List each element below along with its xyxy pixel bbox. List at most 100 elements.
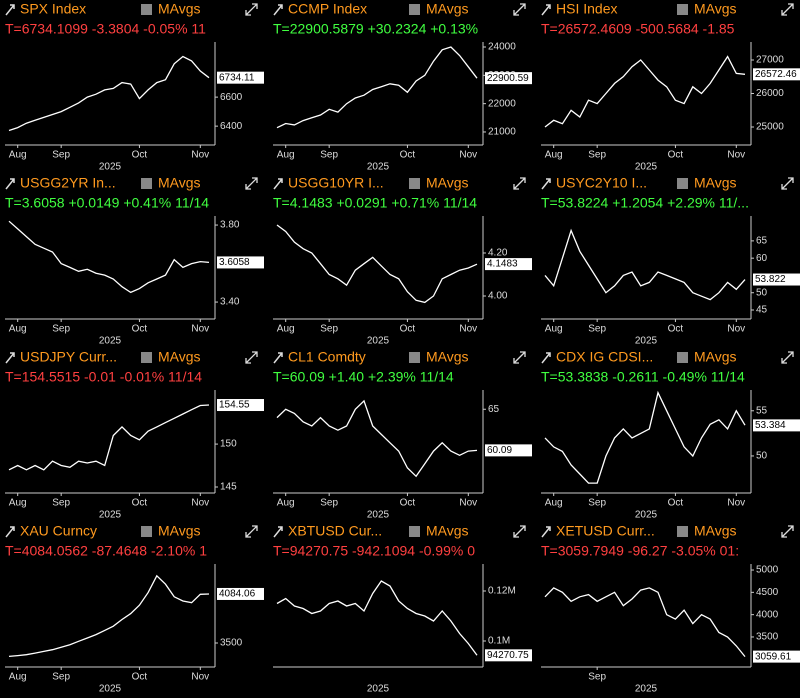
y-tick-label: 27000	[756, 55, 784, 66]
mavgs-checkbox[interactable]	[677, 352, 688, 363]
x-tick-label: Aug	[9, 324, 27, 335]
mavgs-checkbox[interactable]	[409, 4, 420, 15]
x-tick-label: Sep	[588, 498, 606, 509]
last-value: 3.6058	[219, 257, 250, 268]
expand-icon[interactable]	[781, 3, 794, 16]
expand-icon[interactable]	[513, 3, 526, 16]
expand-icon[interactable]	[513, 177, 526, 190]
y-tick-label: 22000	[488, 98, 516, 109]
mavgs-checkbox[interactable]	[677, 4, 688, 15]
expand-icon[interactable]	[245, 177, 258, 190]
y-tick-label: 60	[756, 253, 768, 264]
chart-icon	[5, 352, 15, 364]
x-tick-label: Nov	[191, 150, 209, 161]
expand-icon[interactable]	[245, 351, 258, 364]
mavgs-checkbox[interactable]	[409, 526, 420, 537]
price-line	[276, 224, 478, 304]
price-line	[544, 55, 746, 128]
price-line	[544, 587, 746, 658]
chart-panel: CL1 Comdty MAvgs T=60.09 +1.40 +2.39% 11/1…	[273, 349, 532, 521]
y-tick-label: 150	[220, 439, 237, 450]
last-value-box	[753, 273, 800, 286]
chart-title: USYC2Y10 I...	[556, 175, 647, 191]
year-label: 2025	[99, 162, 122, 173]
expand-icon[interactable]	[781, 351, 794, 364]
last-value-box	[753, 650, 800, 663]
mavgs-label: MAvgs	[158, 1, 201, 17]
chart-panel: XETUSD Curr... MAvgs T=3059.7949 -96.27 -3…	[541, 523, 800, 695]
price-line	[276, 46, 478, 129]
mavgs-checkbox[interactable]	[141, 352, 152, 363]
mavgs-checkbox[interactable]	[409, 178, 420, 189]
expand-icon[interactable]	[781, 525, 794, 538]
x-tick-label: Nov	[191, 498, 209, 509]
x-tick-label: Aug	[277, 150, 295, 161]
quote-line: T=22900.5879 +30.2324 +0.13%	[273, 21, 478, 37]
price-line	[276, 399, 478, 478]
expand-icon[interactable]	[513, 525, 526, 538]
quote-line: T=4.1483 +0.0291 +0.71% 11/14	[273, 195, 477, 211]
y-tick-label: 4.00	[488, 291, 508, 302]
x-tick-label: Sep	[320, 150, 338, 161]
chart-icon	[541, 4, 551, 16]
expand-icon[interactable]	[781, 177, 794, 190]
x-tick-label: Nov	[727, 150, 745, 161]
chart-panel: XBTUSD Cur... MAvgs T=94270.75 -942.1094 -…	[273, 523, 532, 695]
chart-icon	[541, 178, 551, 190]
x-tick-label: Nov	[459, 324, 477, 335]
price-line	[8, 574, 210, 658]
x-tick-label: Nov	[191, 672, 209, 683]
x-tick-label: Sep	[588, 324, 606, 335]
year-label: 2025	[635, 684, 658, 695]
chart-icon	[541, 526, 551, 538]
mavgs-label: MAvgs	[694, 523, 737, 539]
last-value-box	[485, 258, 532, 271]
chart-title: CL1 Comdty	[288, 349, 366, 365]
mavgs-checkbox[interactable]	[409, 352, 420, 363]
year-label: 2025	[99, 684, 122, 695]
mavgs-label: MAvgs	[694, 349, 737, 365]
x-tick-label: Oct	[668, 498, 684, 509]
mavgs-checkbox[interactable]	[677, 526, 688, 537]
chart-panel: SPX Index MAvgs T=6734.1099 -3.3804 -0.05%…	[5, 1, 264, 173]
chart-icon	[541, 352, 551, 364]
mavgs-label: MAvgs	[158, 175, 201, 191]
x-tick-label: Aug	[545, 498, 563, 509]
mavgs-checkbox[interactable]	[141, 526, 152, 537]
y-tick-label: 50	[756, 451, 768, 462]
x-tick-label: Sep	[52, 498, 70, 509]
chart-panel: USYC2Y10 I... MAvgs T=53.8224 +1.2054 +2.2…	[541, 175, 800, 346]
mavgs-checkbox[interactable]	[141, 4, 152, 15]
y-tick-label: 65	[756, 236, 768, 247]
chart-icon	[273, 526, 283, 538]
chart-title: XBTUSD Cur...	[288, 523, 382, 539]
last-value: 22900.59	[487, 73, 529, 84]
quote-line: T=3059.7949 -96.27 -3.05% 01:	[541, 543, 739, 559]
last-value-box	[485, 649, 532, 662]
last-value: 60.09	[487, 445, 512, 456]
quote-line: T=60.09 +1.40 +2.39% 11/14	[273, 369, 454, 385]
chart-panel: USGG10YR I... MAvgs T=4.1483 +0.0291 +0.71…	[273, 175, 532, 347]
price-line	[8, 220, 210, 294]
year-label: 2025	[367, 336, 390, 347]
x-tick-label: Oct	[400, 150, 416, 161]
last-value: 94270.75	[487, 650, 529, 661]
year-label: 2025	[367, 684, 390, 695]
mavgs-checkbox[interactable]	[677, 178, 688, 189]
expand-icon[interactable]	[513, 351, 526, 364]
chart-icon	[273, 4, 283, 16]
price-line	[544, 228, 746, 301]
year-label: 2025	[367, 510, 390, 521]
mavgs-checkbox[interactable]	[141, 178, 152, 189]
price-line	[8, 404, 210, 471]
mavgs-label: MAvgs	[694, 1, 737, 17]
expand-icon[interactable]	[245, 3, 258, 16]
quote-line: T=94270.75 -942.1094 -0.99% 0	[273, 543, 475, 559]
x-tick-label: Aug	[9, 498, 27, 509]
last-value: 6734.11	[219, 72, 255, 83]
price-line	[276, 580, 478, 656]
expand-icon[interactable]	[245, 525, 258, 538]
x-tick-label: Oct	[132, 324, 148, 335]
y-tick-label: 145	[220, 482, 237, 493]
